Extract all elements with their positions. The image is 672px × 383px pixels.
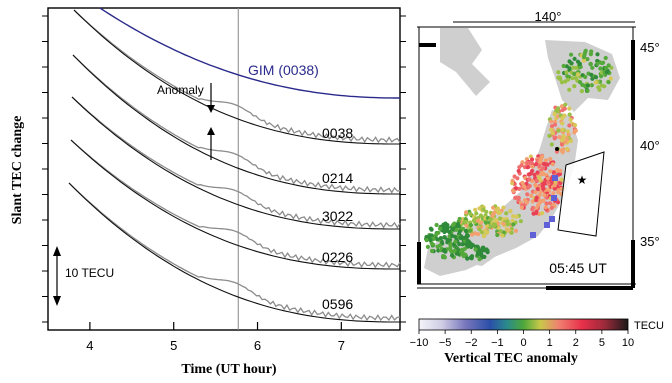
x-tick-label-0: 4 — [86, 338, 93, 353]
tec-time-series-panel: 4 5 6 7 GIM (0038) 0038 0214 3022 0226 0596 Ano… — [10, 7, 406, 377]
x-tick-label-2: 6 — [254, 338, 261, 353]
series-lines — [68, 9, 401, 323]
observed-series-3022 — [71, 96, 401, 229]
model-series-0038 — [73, 9, 400, 145]
series-label-0596: 0596 — [322, 296, 353, 312]
plot-frame — [47, 7, 401, 331]
colorbar-ticks: −10 −5 −2 −1 0 1 2 5 10 — [410, 330, 634, 349]
gim-label: GIM (0038) — [248, 62, 319, 78]
station-markers — [530, 147, 559, 238]
anomaly-arrows — [207, 83, 215, 160]
model-series-0596 — [68, 182, 400, 323]
colorbar-tick-2: −2 — [465, 337, 478, 349]
x-tick-label-1: 5 — [170, 338, 177, 353]
colorbar-tick-6: 2 — [573, 337, 579, 349]
svg-text:★: ★ — [577, 173, 588, 187]
series-label-3022: 3022 — [322, 208, 353, 224]
model-series-0226 — [70, 139, 400, 270]
colorbar-tick-3: −1 — [491, 337, 504, 349]
series-label-0214: 0214 — [322, 170, 353, 186]
observed-series-0214 — [72, 54, 401, 194]
observed-series-0596 — [68, 182, 401, 322]
series-label-0038: 0038 — [322, 125, 353, 141]
frame-ticks — [42, 15, 406, 323]
series-label-0226: 0226 — [322, 249, 353, 265]
latitude-labels: 45° 40° 35° — [640, 40, 660, 249]
x-tick-label-3: 7 — [338, 338, 345, 353]
colorbar-tick-7: 5 — [599, 337, 605, 349]
colorbar-scale — [418, 318, 629, 331]
colorbar-label: Vertical TEC anomaly — [444, 351, 578, 366]
fault-rectangle: ★ — [557, 151, 605, 237]
lat-label-1: 40° — [640, 138, 660, 153]
colorbar-tick-1: −5 — [439, 337, 452, 349]
map-frame — [417, 21, 636, 290]
model-series-3022 — [71, 96, 400, 230]
colorbar-tick-8: 10 — [622, 337, 634, 349]
anomaly-annotation: Anomaly — [157, 83, 204, 97]
map-time-label: 05:45 UT — [549, 260, 607, 276]
y-axis-title: Slant TEC change — [10, 116, 25, 225]
colorbar: −10 −5 −2 −1 0 1 2 5 10 TECU Vertical TEC anomal… — [410, 318, 664, 366]
scale-bar — [53, 246, 61, 306]
longitude-label: 140° — [535, 9, 562, 24]
x-axis-ticks: 4 5 6 7 — [86, 322, 345, 353]
x-axis-title: Time (UT hour) — [181, 362, 276, 377]
vertical-tec-map: ★ 140° 45° 40° 35° 05:45 UT — [417, 9, 660, 290]
colorbar-tick-4: 0 — [520, 337, 526, 349]
colorbar-unit: TECU — [634, 320, 664, 332]
gps-stations — [424, 48, 614, 262]
observed-series-0038 — [73, 9, 401, 144]
lat-label-2: 35° — [640, 234, 660, 249]
scale-bar-label: 10 TECU — [65, 266, 114, 280]
gim-curve — [99, 7, 400, 99]
lat-label-0: 45° — [640, 40, 660, 55]
series-labels: 0038 0214 3022 0226 0596 — [322, 125, 353, 312]
observed-series-0226 — [70, 139, 401, 269]
model-series-0214 — [72, 54, 400, 195]
colorbar-tick-5: 1 — [547, 337, 553, 349]
colorbar-tick-0: −10 — [410, 337, 429, 349]
